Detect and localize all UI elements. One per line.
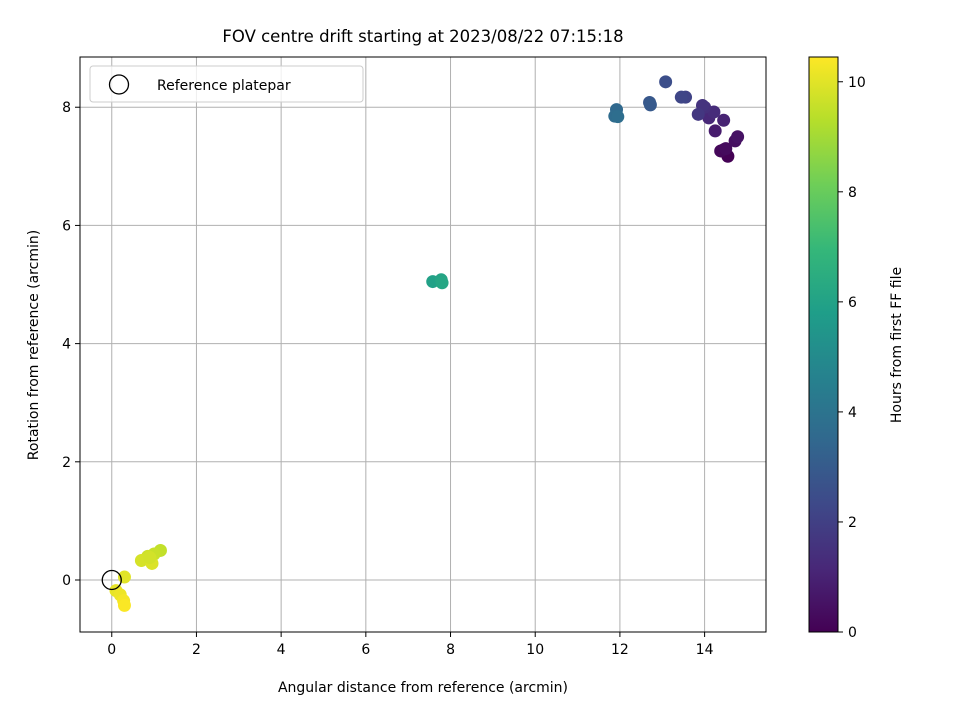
colorbar-tick-label: 10 (848, 75, 866, 91)
data-point (435, 276, 449, 290)
colorbar-tick-label: 6 (848, 295, 857, 311)
data-point (117, 598, 131, 612)
data-point (717, 113, 731, 127)
x-tick-label: 10 (526, 642, 544, 658)
data-point (143, 551, 157, 565)
legend-label: Reference platepar (157, 78, 291, 94)
x-tick-label: 2 (192, 642, 201, 658)
data-points (101, 75, 745, 612)
data-point (643, 98, 657, 112)
y-axis-ticks: 0 2 4 6 8 (62, 100, 80, 589)
reference-point (101, 569, 122, 591)
data-point (674, 90, 688, 104)
data-point (117, 570, 131, 584)
x-tick-label: 12 (611, 642, 629, 658)
data-point (691, 107, 705, 121)
x-tick-label: 4 (277, 642, 286, 658)
colorbar-tick-label: 8 (848, 185, 857, 201)
colorbar-label: Hours from first FF file (889, 267, 905, 423)
y-tick-label: 2 (62, 455, 71, 471)
grid-lines (80, 57, 766, 632)
colorbar-gradient (808, 56, 839, 633)
x-axis-ticks: 0 2 4 6 8 10 12 14 (107, 632, 714, 658)
x-axis-label: Angular distance from reference (arcmin) (278, 680, 568, 696)
colorbar-tick-label: 4 (848, 405, 857, 421)
data-point (719, 142, 733, 156)
legend-marker (108, 74, 130, 95)
plot-area-frame (79, 56, 767, 633)
y-tick-label: 6 (62, 218, 71, 234)
data-point (708, 124, 722, 138)
y-tick-label: 0 (62, 573, 71, 589)
chart-title: FOV centre drift starting at 2023/08/22 … (222, 27, 623, 46)
x-tick-label: 14 (696, 642, 714, 658)
legend: Reference platepar (89, 65, 364, 103)
x-tick-label: 8 (446, 642, 455, 658)
y-axis-label: Rotation from reference (arcmin) (26, 230, 42, 460)
x-tick-label: 6 (361, 642, 370, 658)
data-point (659, 75, 673, 89)
y-tick-label: 8 (62, 100, 71, 116)
legend-box (89, 65, 364, 103)
colorbar-tick-label: 2 (848, 515, 857, 531)
data-point (611, 110, 625, 124)
x-tick-label: 0 (107, 642, 116, 658)
y-tick-label: 4 (62, 337, 71, 353)
colorbar: 0 2 4 6 8 10 Hours from first FF file (808, 56, 905, 641)
colorbar-tick-label: 0 (848, 625, 857, 641)
colorbar-ticks: 0 2 4 6 8 10 (838, 75, 866, 641)
data-point (731, 130, 745, 144)
